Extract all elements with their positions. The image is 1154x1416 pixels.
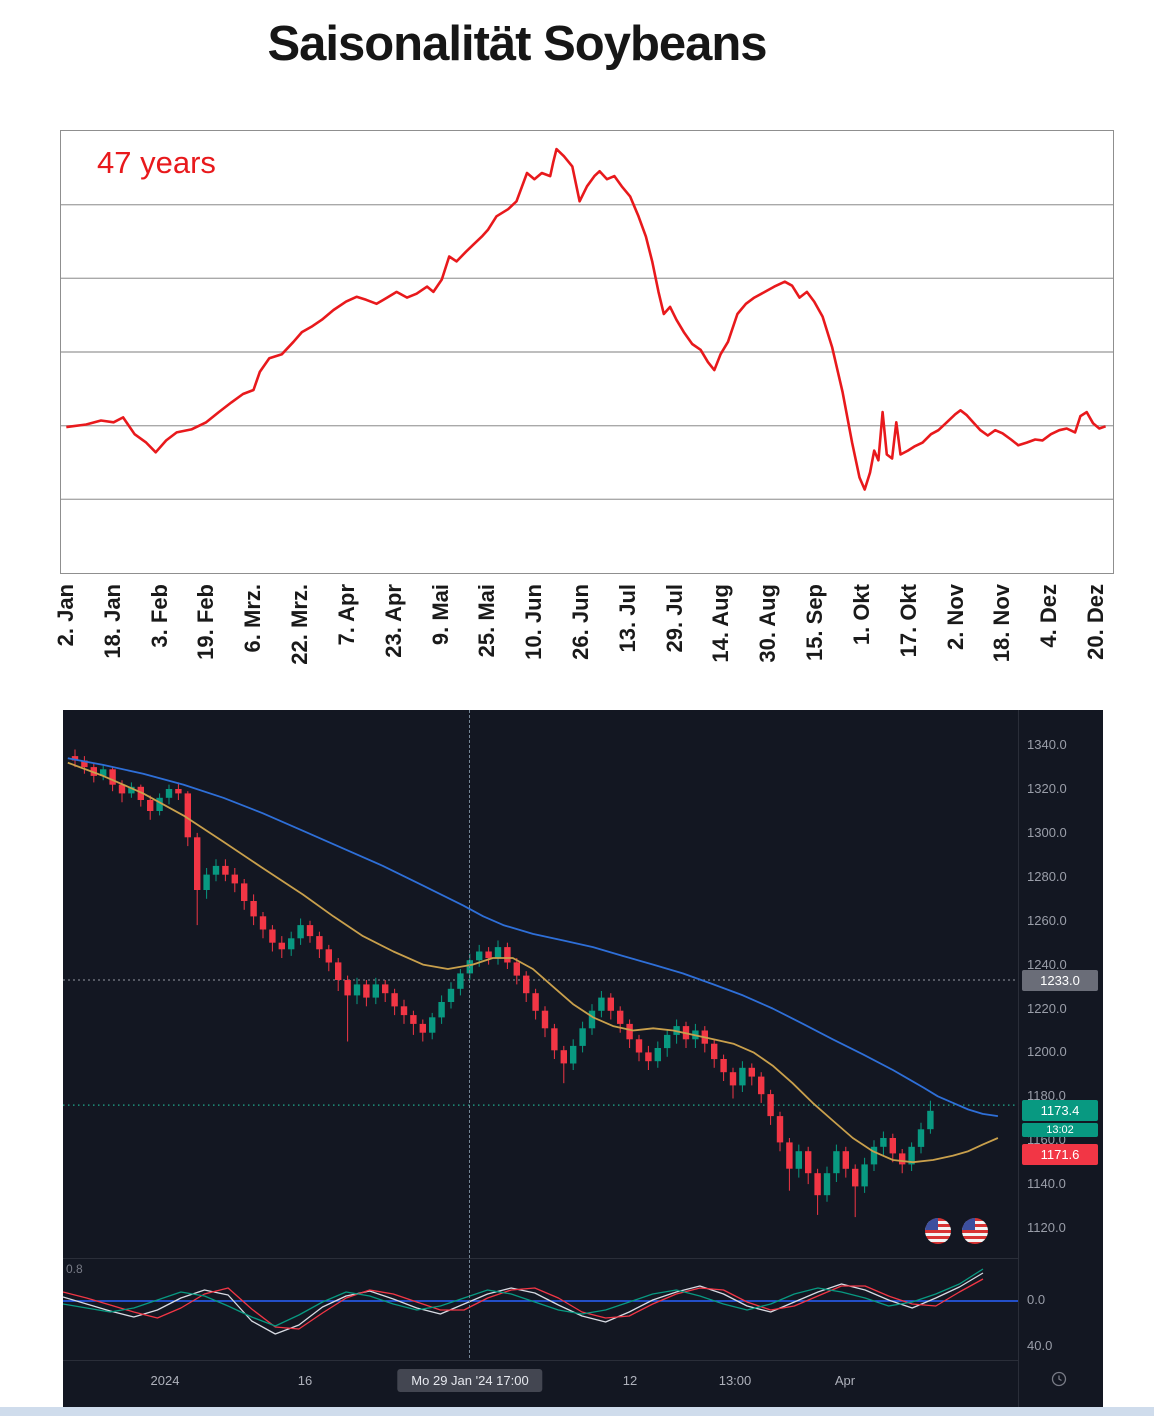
page-title: Saisonalität Soybeans (267, 17, 767, 71)
price-axis[interactable]: 1120.0 1140.0 1160.0 1180.0 1200.0 1220.0 1240… (1018, 710, 1104, 1407)
price-axis-label: 1120.0 (1027, 1220, 1066, 1235)
seasonal-47y-line (66, 147, 1107, 491)
x-axis-label: 25. Mai (474, 584, 500, 658)
gridlines (61, 203, 1113, 500)
seasonal-line-chart (61, 147, 1113, 500)
price-axis-label: 1320.0 (1027, 781, 1067, 796)
x-axis-label: 30. Aug (755, 584, 781, 663)
x-axis-label: 20. Dez (1083, 584, 1109, 660)
price-axis-label: 1280.0 (1027, 869, 1067, 884)
price-axis-label: 1140.0 (1027, 1176, 1066, 1191)
x-axis-label: 1. Okt (848, 584, 874, 646)
seasonal-plot-area: 47 years (60, 130, 1114, 574)
price-axis-label: 1240.0 (1027, 957, 1067, 972)
candlestick-chart (63, 749, 1018, 1218)
x-axis-label: 22. Mrz. (287, 584, 313, 665)
x-axis-label: 29. Jul (661, 584, 687, 653)
time-axis-label[interactable]: 2024 (150, 1373, 180, 1388)
price-axis-label: 1300.0 (1027, 825, 1067, 840)
price-axis-label: 1220.0 (1027, 1001, 1067, 1016)
x-axis-label: 2. Jan (53, 584, 78, 647)
bid-price-tag: 1171.6 (1022, 1144, 1098, 1165)
time-axis-label[interactable]: 12 (622, 1373, 638, 1388)
time-axis-label[interactable]: Apr (834, 1373, 856, 1388)
oscillator-scale-label: 40.0 (1027, 1338, 1053, 1353)
x-axis-label: 23. Apr (380, 584, 406, 658)
x-axis-label: 17. Okt (895, 584, 921, 658)
crosshair-price-tag: 1233.0 (1022, 970, 1098, 991)
x-axis-label: 2. Nov (942, 584, 968, 651)
years-label: 47 years (97, 145, 216, 180)
last-price-tag: 1173.4 (1022, 1100, 1098, 1121)
time-axis-label[interactable]: 13:00 (718, 1373, 752, 1388)
x-axis-label: 18. Nov (989, 584, 1015, 663)
time-axis[interactable]: 2024 16 12 13:00 Apr Mo 29 Jan '24 17:00 (63, 1360, 1018, 1408)
oscillator-chart (63, 1268, 1018, 1335)
price-axis-label: 1260.0 (1027, 913, 1067, 928)
price-axis-label: 1340.0 (1027, 737, 1067, 752)
trading-chart-section: 0.8 2024 16 12 13:00 Apr Mo 29 Jan '24 17:00… (63, 710, 1103, 1407)
countdown-tag: 13:02 (1022, 1123, 1098, 1137)
x-axis-label: 15. Sep (802, 584, 828, 662)
price-axis-label: 1180.0 (1027, 1088, 1066, 1103)
x-axis-label: 9. Mai (427, 584, 453, 646)
seasonality-chart-section: Saisonalität Soybeans 47 years 2. Jan 18.… (53, 17, 1114, 665)
window-bottom-edge (0, 1407, 1154, 1416)
x-axis-label: 6. Mrz. (240, 584, 266, 653)
us-flag-icon[interactable] (925, 1218, 951, 1244)
x-axis-label: 14. Aug (708, 584, 734, 663)
oscillator-pane[interactable]: 0.8 (63, 1258, 1018, 1355)
time-axis-label[interactable]: 16 (297, 1373, 313, 1388)
clock-icon[interactable] (1051, 1371, 1067, 1387)
x-axis-label: 26. Jun (568, 584, 594, 660)
x-axis-label: 13. Jul (614, 584, 640, 653)
us-flag-icon[interactable] (962, 1218, 988, 1244)
crosshair-time-tag: Mo 29 Jan '24 17:00 (397, 1369, 543, 1392)
x-axis-label: 18. Jan (99, 584, 125, 659)
price-axis-label: 1200.0 (1027, 1044, 1067, 1059)
oscillator-zero-label: 0.0 (1027, 1292, 1046, 1307)
x-axis-label: 19. Feb (193, 584, 219, 660)
oscillator-value-label: 0.8 (66, 1262, 83, 1276)
x-axis-label: 7. Apr (333, 584, 359, 646)
x-axis-label: 10. Jun (521, 584, 547, 660)
x-axis-label: 4. Dez (1036, 584, 1062, 648)
price-pane[interactable] (63, 710, 1018, 1250)
x-axis-label: 3. Feb (146, 584, 172, 648)
